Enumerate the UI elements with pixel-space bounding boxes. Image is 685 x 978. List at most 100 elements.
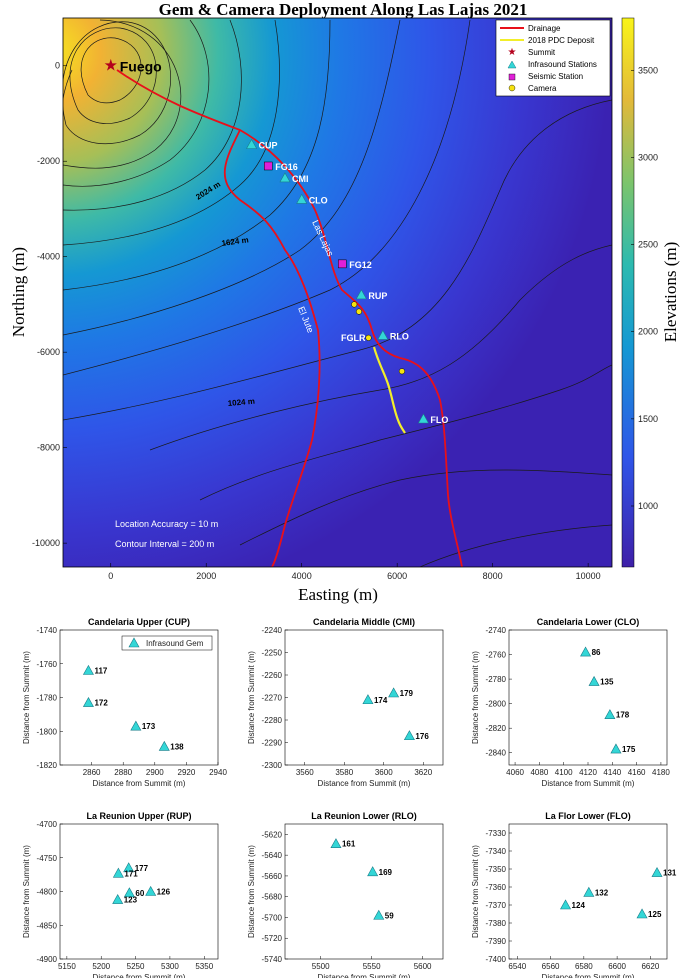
gem-label: 161 bbox=[342, 840, 356, 849]
panel-title: La Reunion Upper (RUP) bbox=[87, 811, 192, 821]
panel-xtick-label: 5200 bbox=[92, 962, 110, 971]
legend-seismic: Seismic Station bbox=[528, 72, 583, 81]
legend-pdc: 2018 PDC Deposit bbox=[528, 36, 595, 45]
gem-marker bbox=[560, 899, 572, 910]
panel-frame bbox=[508, 629, 668, 766]
panel-xtick-label: 3580 bbox=[335, 768, 353, 777]
panel-xtick-label: 4060 bbox=[506, 768, 524, 777]
station-panel: La Flor Lower (FLO) 6540 6560 6580 6600 6620 -… bbox=[471, 811, 677, 978]
panel-ytick-label: -2780 bbox=[486, 675, 507, 684]
gem-label: 169 bbox=[379, 868, 393, 877]
panel-xtick-label: 3620 bbox=[414, 768, 432, 777]
gem-marker bbox=[82, 696, 94, 707]
panel-xtick-label: 4080 bbox=[530, 768, 548, 777]
panel-xtick-label: 4180 bbox=[652, 768, 670, 777]
panel-xlabel: Distance from Summit (m) bbox=[318, 973, 411, 978]
gem-label: 171 bbox=[124, 869, 138, 878]
gem-marker bbox=[588, 675, 600, 686]
legend-seismic-swatch bbox=[508, 73, 516, 81]
main-map-figure: Gem & Camera Deployment Along Las Lajas … bbox=[9, 0, 680, 604]
note-location-accuracy: Location Accuracy = 10 m bbox=[115, 519, 218, 529]
panel-xtick-label: 6540 bbox=[508, 962, 526, 971]
panel-xlabel: Distance from Summit (m) bbox=[542, 973, 635, 978]
map-xtick-label: 8000 bbox=[483, 571, 503, 581]
colorbar-ticks: 3500 3000 2500 2000 1500 1000 bbox=[631, 65, 658, 511]
gem-marker bbox=[403, 730, 415, 741]
panel-ytick-label: -5700 bbox=[262, 913, 283, 922]
panel-ytick-label: -2840 bbox=[486, 749, 507, 758]
infrasound-label: CLO bbox=[309, 195, 328, 205]
gem-label: 175 bbox=[622, 745, 636, 754]
map-ytick-label: -2000 bbox=[37, 156, 60, 166]
panel-xtick-label: 4100 bbox=[555, 768, 573, 777]
seismic-label: FG12 bbox=[349, 260, 372, 270]
gem-marker bbox=[604, 709, 616, 719]
gem-label: 86 bbox=[592, 648, 601, 657]
panel-ytick-label: -5720 bbox=[262, 934, 283, 943]
legend-box bbox=[495, 19, 611, 97]
gem-marker bbox=[145, 885, 157, 896]
panel-ytick-label: -7360 bbox=[486, 883, 507, 892]
camera-marker bbox=[365, 334, 372, 341]
station-panel: La Reunion Upper (RUP) 5150 5200 5250 5300 53… bbox=[22, 811, 219, 978]
infrasound-label: CMI bbox=[292, 174, 309, 184]
colorbar: 3500 3000 2500 2000 1500 1000 Elevations (m) bbox=[621, 17, 680, 568]
panel-ylabel: Distance from Summit (m) bbox=[247, 651, 256, 744]
map-ytick-label: -8000 bbox=[37, 443, 60, 453]
gem-marker bbox=[388, 687, 400, 698]
seismic-marker bbox=[338, 259, 347, 269]
legend-infrasound-swatch bbox=[507, 60, 517, 69]
gem-label: 124 bbox=[572, 901, 586, 910]
gem-marker bbox=[583, 886, 595, 897]
panel-xtick-label: 6600 bbox=[608, 962, 626, 971]
map-xlabel: Easting (m) bbox=[298, 585, 378, 604]
panel-ytick-label: -7380 bbox=[486, 919, 507, 928]
gem-marker bbox=[580, 646, 592, 657]
infrasound-marker bbox=[417, 413, 429, 424]
panel-ytick-label: -4900 bbox=[37, 955, 58, 964]
map-ytick-label: -6000 bbox=[37, 347, 60, 357]
station-detail-panels: Candelaria Upper (CUP) 2860 2880 2900 2920 29… bbox=[22, 617, 677, 978]
panel-ytick-label: -5680 bbox=[262, 893, 283, 902]
panel-ytick-label: -4700 bbox=[37, 820, 58, 829]
gem-label: 59 bbox=[385, 911, 394, 920]
panel-ytick-label: -5660 bbox=[262, 872, 283, 881]
station-panel: La Reunion Lower (RLO) 5500 5550 5600 -5620 -… bbox=[247, 811, 444, 978]
camera-label: FGLR bbox=[341, 333, 366, 343]
colorbar-tick-label: 1500 bbox=[638, 414, 658, 424]
gem-label: 123 bbox=[124, 896, 138, 905]
gem-label: 131 bbox=[663, 869, 677, 878]
panel-ytick-label: -7350 bbox=[486, 865, 507, 874]
panel-xtick-label: 2920 bbox=[178, 768, 196, 777]
panel-ytick-label: -2240 bbox=[262, 626, 283, 635]
gem-label: 132 bbox=[595, 888, 609, 897]
camera-marker bbox=[351, 301, 358, 308]
panel-ytick-label: -4800 bbox=[37, 888, 58, 897]
panel-ytick-label: -2800 bbox=[486, 700, 507, 709]
panel-ytick-label: -7390 bbox=[486, 937, 507, 946]
note-contour-interval: Contour Interval = 200 m bbox=[115, 539, 214, 549]
panel-xtick-label: 5250 bbox=[127, 962, 145, 971]
gem-marker bbox=[112, 893, 124, 904]
colorbar-label: Elevations (m) bbox=[661, 242, 680, 343]
panel-xtick-label: 5550 bbox=[363, 962, 381, 971]
panel-ytick-label: -2270 bbox=[262, 694, 283, 703]
gem-marker bbox=[123, 887, 135, 898]
panel-legend-swatch bbox=[128, 637, 140, 648]
panel-frame bbox=[284, 629, 444, 766]
map-xtick-label: 6000 bbox=[387, 571, 407, 581]
map-ytick-label: -4000 bbox=[37, 252, 60, 262]
gem-label: 172 bbox=[94, 699, 108, 708]
map-frame bbox=[62, 17, 613, 568]
gem-marker bbox=[112, 867, 124, 878]
map-ytick-label: 0 bbox=[55, 61, 60, 71]
gem-label: 177 bbox=[135, 864, 149, 873]
gem-label: 117 bbox=[94, 667, 107, 676]
gem-label: 125 bbox=[648, 910, 662, 919]
legend-summit-swatch: ★ bbox=[508, 47, 517, 58]
infrasound-label: FLO bbox=[430, 415, 448, 425]
panel-title: La Flor Lower (FLO) bbox=[545, 811, 631, 821]
panel-title: Candelaria Lower (CLO) bbox=[537, 617, 640, 627]
panel-ytick-label: -5640 bbox=[262, 851, 283, 860]
colorbar-gradient bbox=[621, 17, 635, 568]
